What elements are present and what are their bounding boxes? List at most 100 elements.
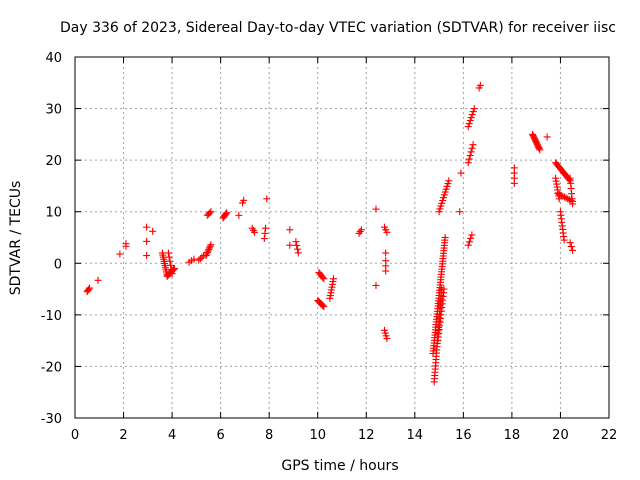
data-point [240,196,248,204]
data-point [143,223,151,231]
x-tick-label: 12 [358,428,375,443]
data-point [143,237,151,245]
data-point [261,229,269,237]
data-point [206,244,214,252]
data-point [190,255,198,263]
data-point [456,208,464,216]
data-point [164,249,172,257]
axis-ticks [74,56,610,419]
data-point [320,303,328,311]
data-point [167,261,175,269]
data-point [468,111,476,119]
data-point [251,228,259,236]
data-point [262,224,270,232]
data-point [554,190,562,198]
data-point [260,235,268,243]
data-point [466,152,474,160]
chart-title: Day 336 of 2023, Sidereal Day-to-day VTE… [60,20,616,36]
data-point [441,234,449,241]
data-point [566,239,574,247]
data-point [464,123,472,131]
data-point [383,228,391,236]
data-point [203,248,211,256]
data-point [469,108,477,116]
data-point [470,105,478,113]
x-tick-label: 22 [601,428,618,443]
data-points [83,81,577,386]
data-point [167,265,175,273]
data-point [464,159,472,167]
data-point [222,210,230,218]
data-point [263,195,271,203]
data-point [465,238,473,246]
data-point [556,191,564,199]
y-tick-label: -10 [41,309,62,324]
data-point [465,155,473,163]
data-point [476,81,484,89]
x-axis-label: GPS time / hours [281,458,398,474]
data-point [465,120,473,128]
data-point [510,164,518,172]
y-tick-label: 40 [45,51,62,66]
data-point [383,335,391,343]
data-point [467,148,475,156]
data-point [318,301,326,309]
data-point [468,144,476,152]
data-point [543,133,551,141]
data-point [468,231,476,239]
data-point [559,192,567,200]
x-tick-labels: 0 2 4 6 8 10 12 14 16 18 20 22 [71,428,617,443]
x-tick-label: 2 [119,428,127,443]
data-point [207,208,215,216]
data-point [356,228,364,236]
data-point [457,169,465,177]
data-point [196,255,204,263]
data-point [203,250,211,258]
data-point [293,241,301,249]
x-tick-label: 0 [71,428,79,443]
data-point [569,246,577,254]
data-point [206,209,214,217]
y-tick-label: 30 [45,103,62,118]
data-point [330,275,338,283]
data-point [382,267,390,275]
data-point [320,275,328,283]
y-tick-label: 10 [45,206,62,221]
data-point [562,194,570,202]
x-tick-label: 14 [407,428,424,443]
data-point [557,191,565,199]
data-point [94,276,102,284]
data-point [204,247,212,255]
data-point [294,249,302,257]
data-point [372,281,380,289]
data-point [569,200,577,208]
x-tick-label: 10 [309,428,326,443]
data-point [536,146,544,154]
data-point [372,205,380,213]
data-point [286,226,294,234]
data-point [440,285,448,293]
data-point [166,257,174,265]
x-tick-label: 4 [168,428,176,443]
data-point [171,264,179,272]
data-point [294,245,301,253]
y-tick-label: 20 [45,154,62,169]
data-point [382,249,390,257]
data-point [205,245,213,253]
y-tick-label: -20 [41,360,62,375]
data-point [198,253,206,261]
data-point [143,252,151,260]
data-point [565,176,573,184]
plot-frame [74,56,610,419]
data-point [286,241,294,249]
y-tick-label: 0 [54,257,62,272]
data-point [467,114,475,122]
data-point [207,241,215,249]
data-point [445,177,453,185]
data-point [357,226,365,234]
data-point [195,256,203,264]
data-point [560,236,568,244]
data-point [561,193,568,201]
y-tick-label: -30 [41,412,62,427]
x-tick-label: 18 [504,428,521,443]
